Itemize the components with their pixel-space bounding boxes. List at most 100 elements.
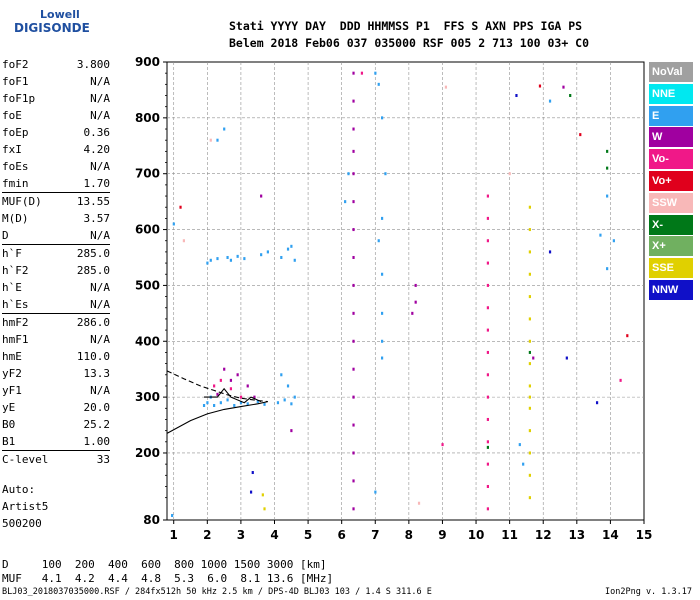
echo-point-sse [528, 228, 531, 232]
echo-point-e [522, 462, 525, 466]
param-value: N/A [90, 160, 110, 173]
header-line2: Belem 2018 Feb06 037 035000 RSF 005 2 71… [229, 36, 590, 50]
echo-point-w [414, 283, 417, 287]
x-tick-label: 8 [405, 528, 413, 542]
muf-distance-row: D 100 200 400 600 800 1000 1500 3000 [km… [2, 558, 327, 571]
echo-point-sse [263, 507, 266, 511]
echo-point-w [352, 127, 355, 131]
echo-point-w [414, 300, 417, 304]
param-value: 285.0 [76, 247, 110, 260]
param-value: 4.20 [83, 143, 111, 156]
echo-point-vo [486, 462, 489, 466]
x-tick-label: 12 [535, 528, 552, 542]
param-row-hmf1: hmF1 N/A [2, 331, 110, 348]
echo-point-nnw [515, 94, 518, 98]
legend-item-x: X+ [649, 236, 693, 257]
echo-point-ssw [209, 138, 212, 142]
echo-point-vo [486, 306, 489, 310]
echo-point-e [266, 250, 269, 254]
echo-point-x [569, 94, 572, 98]
echo-point-vo [219, 378, 222, 382]
param-value: 110.0 [76, 350, 110, 363]
x-tick-label: 5 [304, 528, 312, 542]
param-label: hmF2 [2, 316, 29, 329]
echo-point-e [380, 272, 384, 276]
param-label: foF1p [2, 92, 36, 105]
param-label: foEs [2, 160, 29, 173]
y-tick-label: 80 [143, 513, 160, 527]
echo-point-nnw [548, 250, 552, 254]
echo-point-ssw [182, 239, 185, 243]
echo-point-nnw [249, 490, 253, 494]
param-row-yf1: yF1 N/A [2, 382, 110, 399]
echo-point-w [562, 85, 565, 89]
echo-point-e [384, 172, 387, 176]
direction-legend: NoVal NNE E W Vo- Vo+ SSW X- X+ SSE NNW [649, 62, 693, 302]
logo-line1: Lowell [40, 8, 80, 21]
param-value: 1.70 [83, 177, 111, 190]
echo-point-w [352, 339, 355, 343]
echo-point-e [380, 116, 384, 120]
param-row-d: D N/A [2, 227, 110, 244]
profile-trace-line [166, 401, 268, 434]
echo-point-sse [528, 451, 531, 455]
echo-point-w [352, 228, 355, 232]
echo-point-e [380, 356, 384, 360]
muf-value-row: MUF 4.1 4.2 4.4 4.8 5.3 6.0 8.1 13.6 [MH… [2, 572, 334, 585]
echo-point-nnw [595, 401, 599, 405]
legend-item-nne: NNE [649, 83, 693, 104]
echo-point-vo [486, 216, 489, 220]
echo-point-e [380, 339, 384, 343]
echo-point-sse [528, 406, 531, 410]
echo-point-e [374, 490, 377, 494]
echo-point-e [246, 402, 249, 406]
echo-point-w [352, 99, 355, 103]
echo-point-w [352, 172, 355, 176]
param-label: foF2 [2, 58, 29, 71]
legend-item-vo: Vo- [649, 149, 693, 170]
x-tick-label: 1 [170, 528, 178, 542]
param-label: foEp [2, 126, 29, 139]
echo-point-w [352, 367, 355, 371]
y-tick-label: 600 [135, 223, 160, 237]
param-label: fxI [2, 143, 22, 156]
y-tick-label: 200 [135, 446, 160, 460]
param-separator [2, 450, 110, 451]
echo-point-vo [441, 443, 444, 447]
echo-point-sse [528, 272, 531, 276]
echo-point-w [246, 384, 249, 388]
echo-point-e [380, 311, 384, 315]
echo-point-e [380, 216, 384, 220]
echo-point-e [377, 82, 380, 86]
echo-point-nnw [565, 356, 568, 360]
scaled-parameters-panel: foF2 3.800 foF1 N/A foF1p N/A foE N/A foEp 0.36 fx… [2, 56, 110, 468]
echo-point-e [236, 254, 239, 258]
muf-table: D 100 200 400 600 800 1000 1500 3000 [km… [2, 558, 333, 586]
x-tick-label: 3 [237, 528, 245, 542]
param-value: 13.3 [83, 367, 111, 380]
param-separator [2, 192, 110, 193]
legend-item-noval: NoVal [649, 62, 693, 82]
echo-point-w [253, 395, 256, 399]
x-tick-label: 6 [337, 528, 345, 542]
param-value: 3.800 [76, 58, 110, 71]
echo-point-vo [486, 440, 489, 444]
echo-point-e [548, 99, 552, 103]
legend-item-x: X- [649, 214, 693, 235]
echo-point-w [532, 356, 535, 360]
echo-point-x [528, 350, 531, 354]
y-tick-label: 700 [135, 167, 160, 181]
echo-point-e [518, 443, 521, 447]
echo-point-w [352, 423, 355, 427]
param-row-ye: yE 20.0 [2, 399, 110, 416]
param-row-b0: B0 25.2 [2, 416, 110, 433]
echo-point-e [233, 404, 236, 407]
echo-point-w [352, 395, 355, 399]
echo-point-sse [528, 395, 531, 399]
param-label: h`Es [2, 298, 29, 311]
param-row-hme: hmE 110.0 [2, 348, 110, 365]
echo-point-e [599, 233, 602, 237]
echo-point-vo [239, 395, 243, 399]
param-label: h`F2 [2, 264, 29, 277]
echo-point-e [216, 257, 219, 261]
